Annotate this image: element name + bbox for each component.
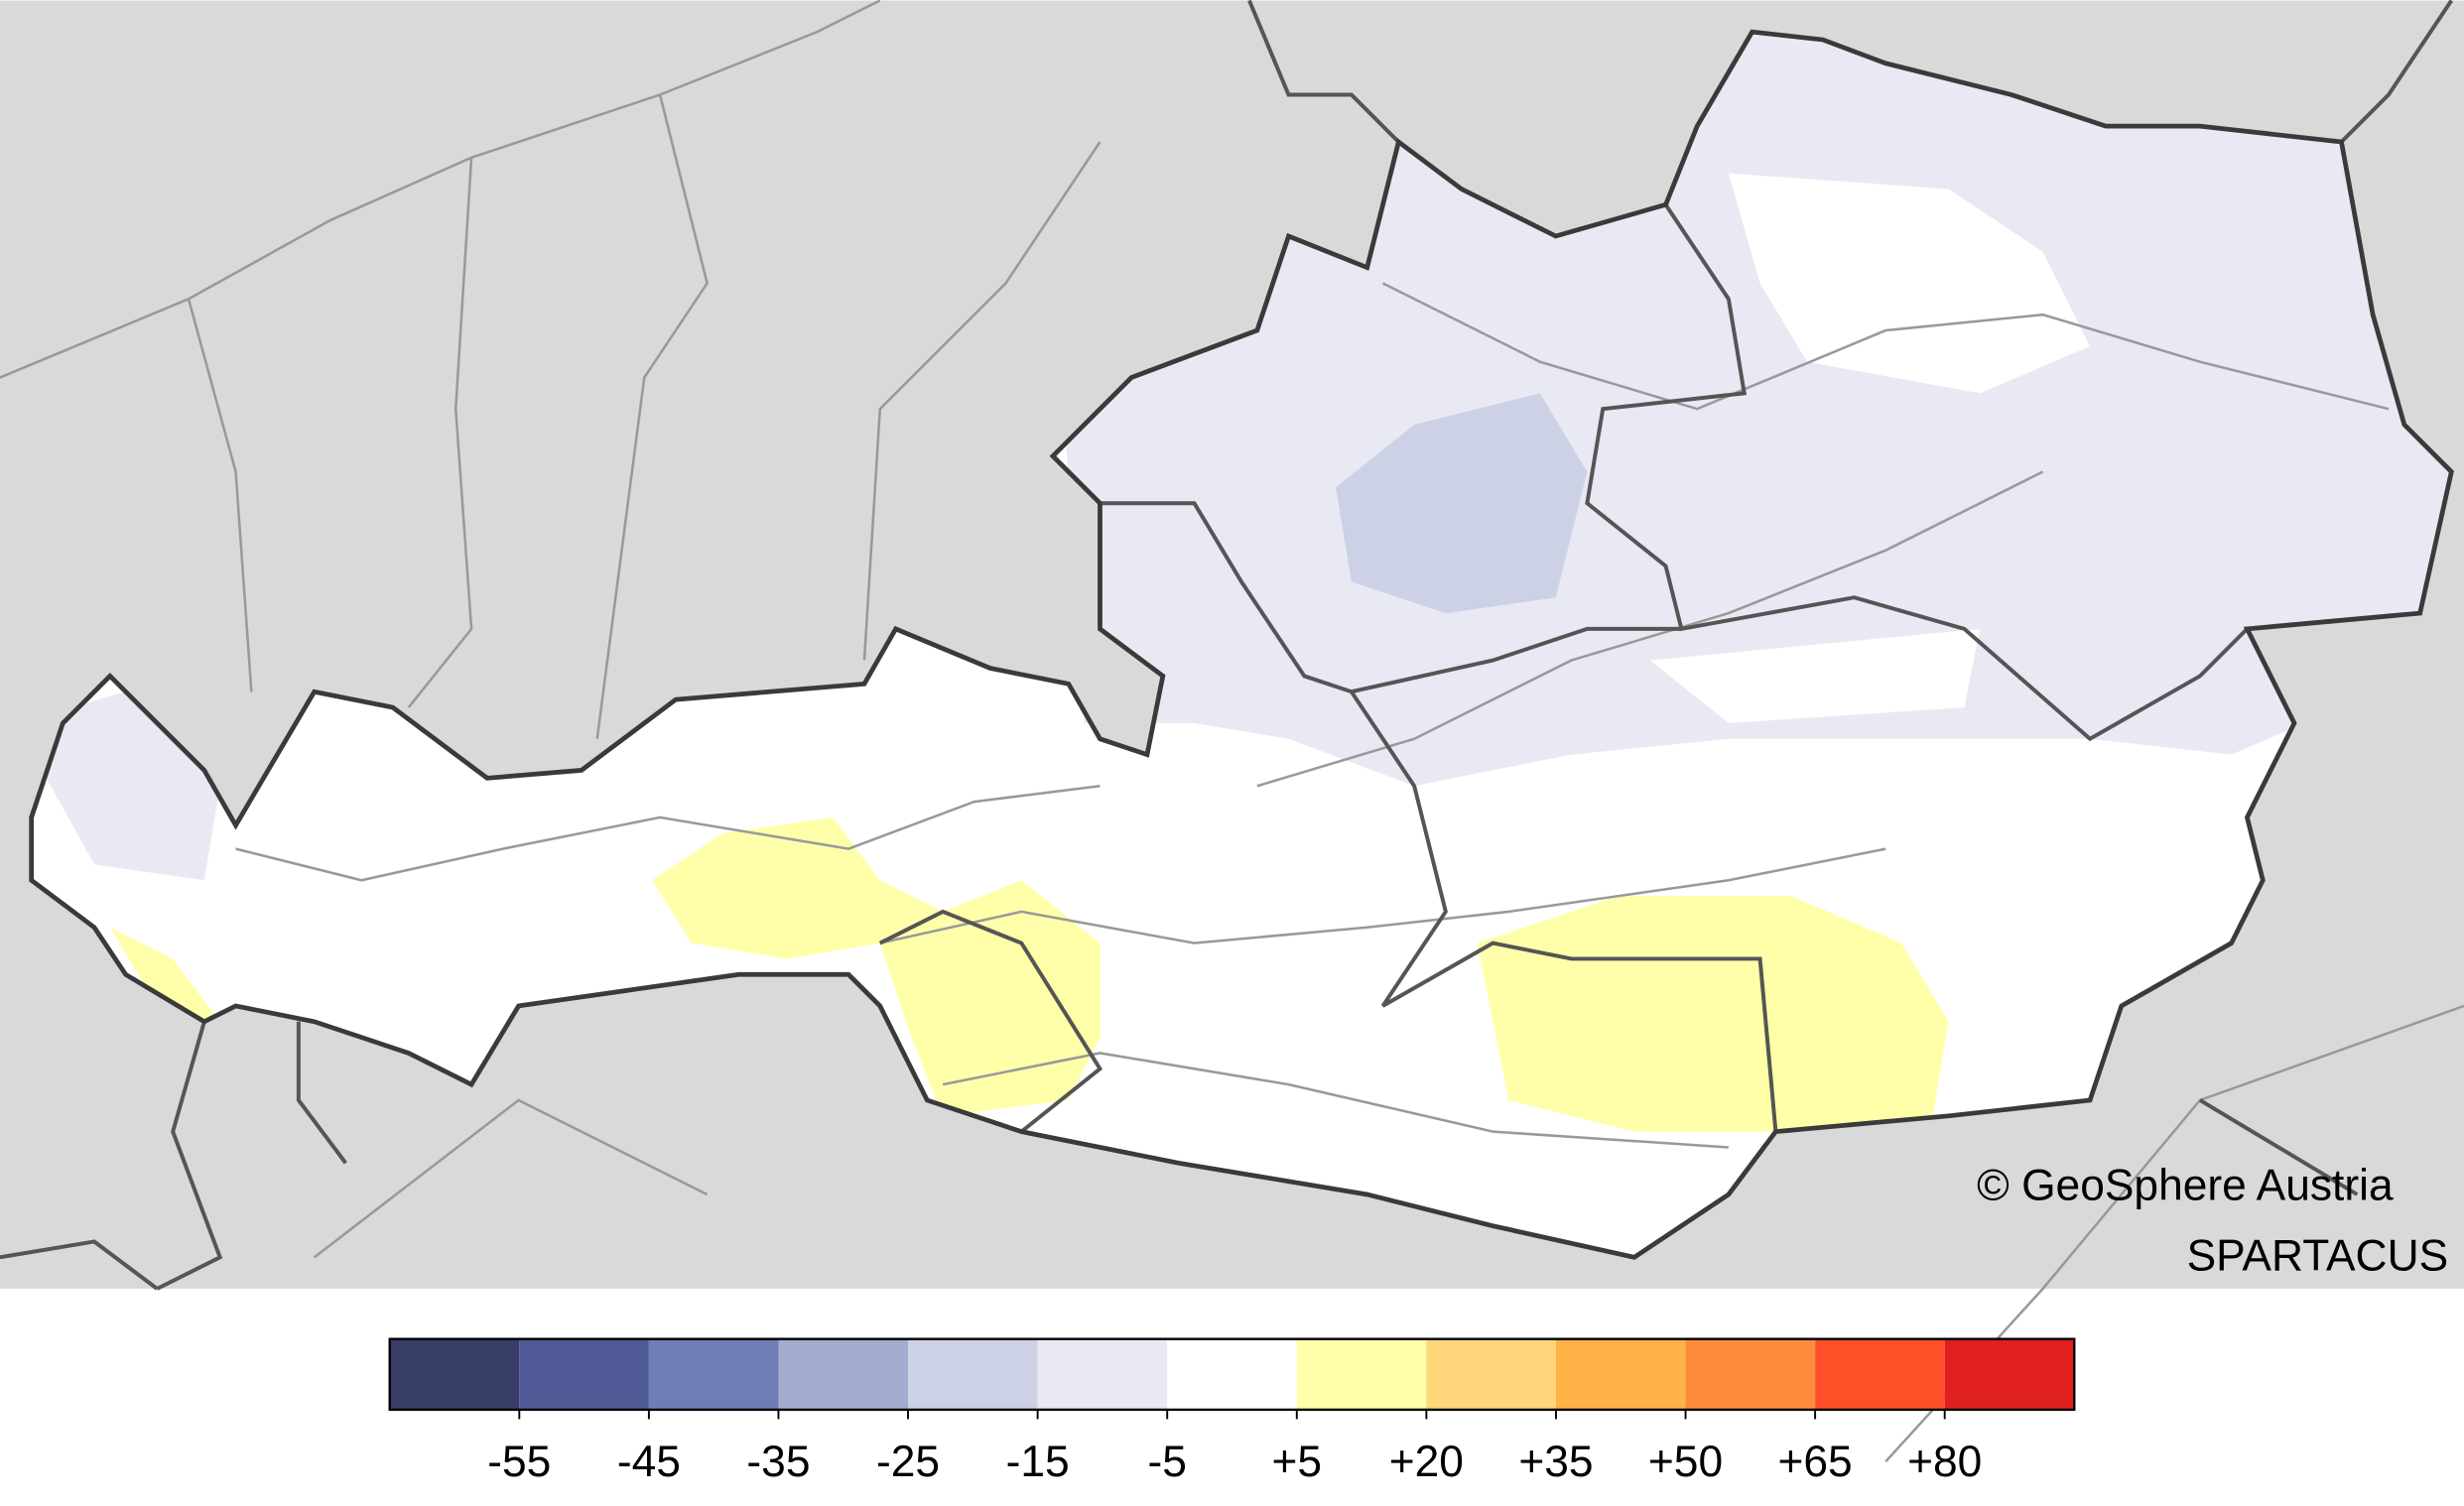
legend-tick-label: +20	[1389, 1438, 1464, 1486]
credit-text: © GeoSphere Austria	[1977, 1161, 2394, 1209]
legend-tick-label: -25	[876, 1438, 940, 1486]
legend-swatch	[908, 1338, 1038, 1410]
legend-tick-label: -55	[487, 1438, 551, 1486]
legend-tick-label: +80	[1907, 1438, 1982, 1486]
legend-swatch	[389, 1338, 520, 1410]
product-text: SPARTACUS	[2187, 1232, 2449, 1281]
legend-swatch	[519, 1338, 649, 1410]
legend-tick-label: -45	[617, 1438, 681, 1486]
legend-tick-label: -35	[746, 1438, 810, 1486]
legend-tick-label: +5	[1272, 1438, 1323, 1486]
neighbour-borders	[0, 0, 2453, 1291]
legend-tick-label: -15	[1006, 1438, 1070, 1486]
legend-frame	[388, 1337, 2076, 1412]
legend-swatch	[1944, 1338, 2075, 1410]
state-borders	[1350, 690, 1778, 1132]
legend-swatch	[648, 1338, 779, 1410]
legend-tick-label: +65	[1778, 1438, 1853, 1486]
neighbour-rivers	[0, 0, 2464, 1463]
legend-swatch	[1167, 1338, 1297, 1410]
state-borders	[878, 909, 1103, 1134]
legend-swatch	[1555, 1338, 1686, 1410]
legend-tick-label: +35	[1518, 1438, 1593, 1486]
color-legend: -55 -45 -35 -25 -15 -5 +5 +20 +35 +50 +65 +80	[388, 1337, 2076, 1486]
legend-swatch	[1426, 1338, 1556, 1410]
legend-swatch	[1685, 1338, 1816, 1410]
legend-tick-label: +50	[1648, 1438, 1723, 1486]
legend-swatch	[1815, 1338, 1945, 1410]
state-borders	[1100, 501, 1682, 694]
legend-swatch	[1037, 1338, 1168, 1410]
legend-swatch	[778, 1338, 909, 1410]
state-borders	[1585, 203, 2249, 742]
legend-swatch	[1296, 1338, 1427, 1410]
legend-tick-label: -5	[1147, 1438, 1186, 1486]
